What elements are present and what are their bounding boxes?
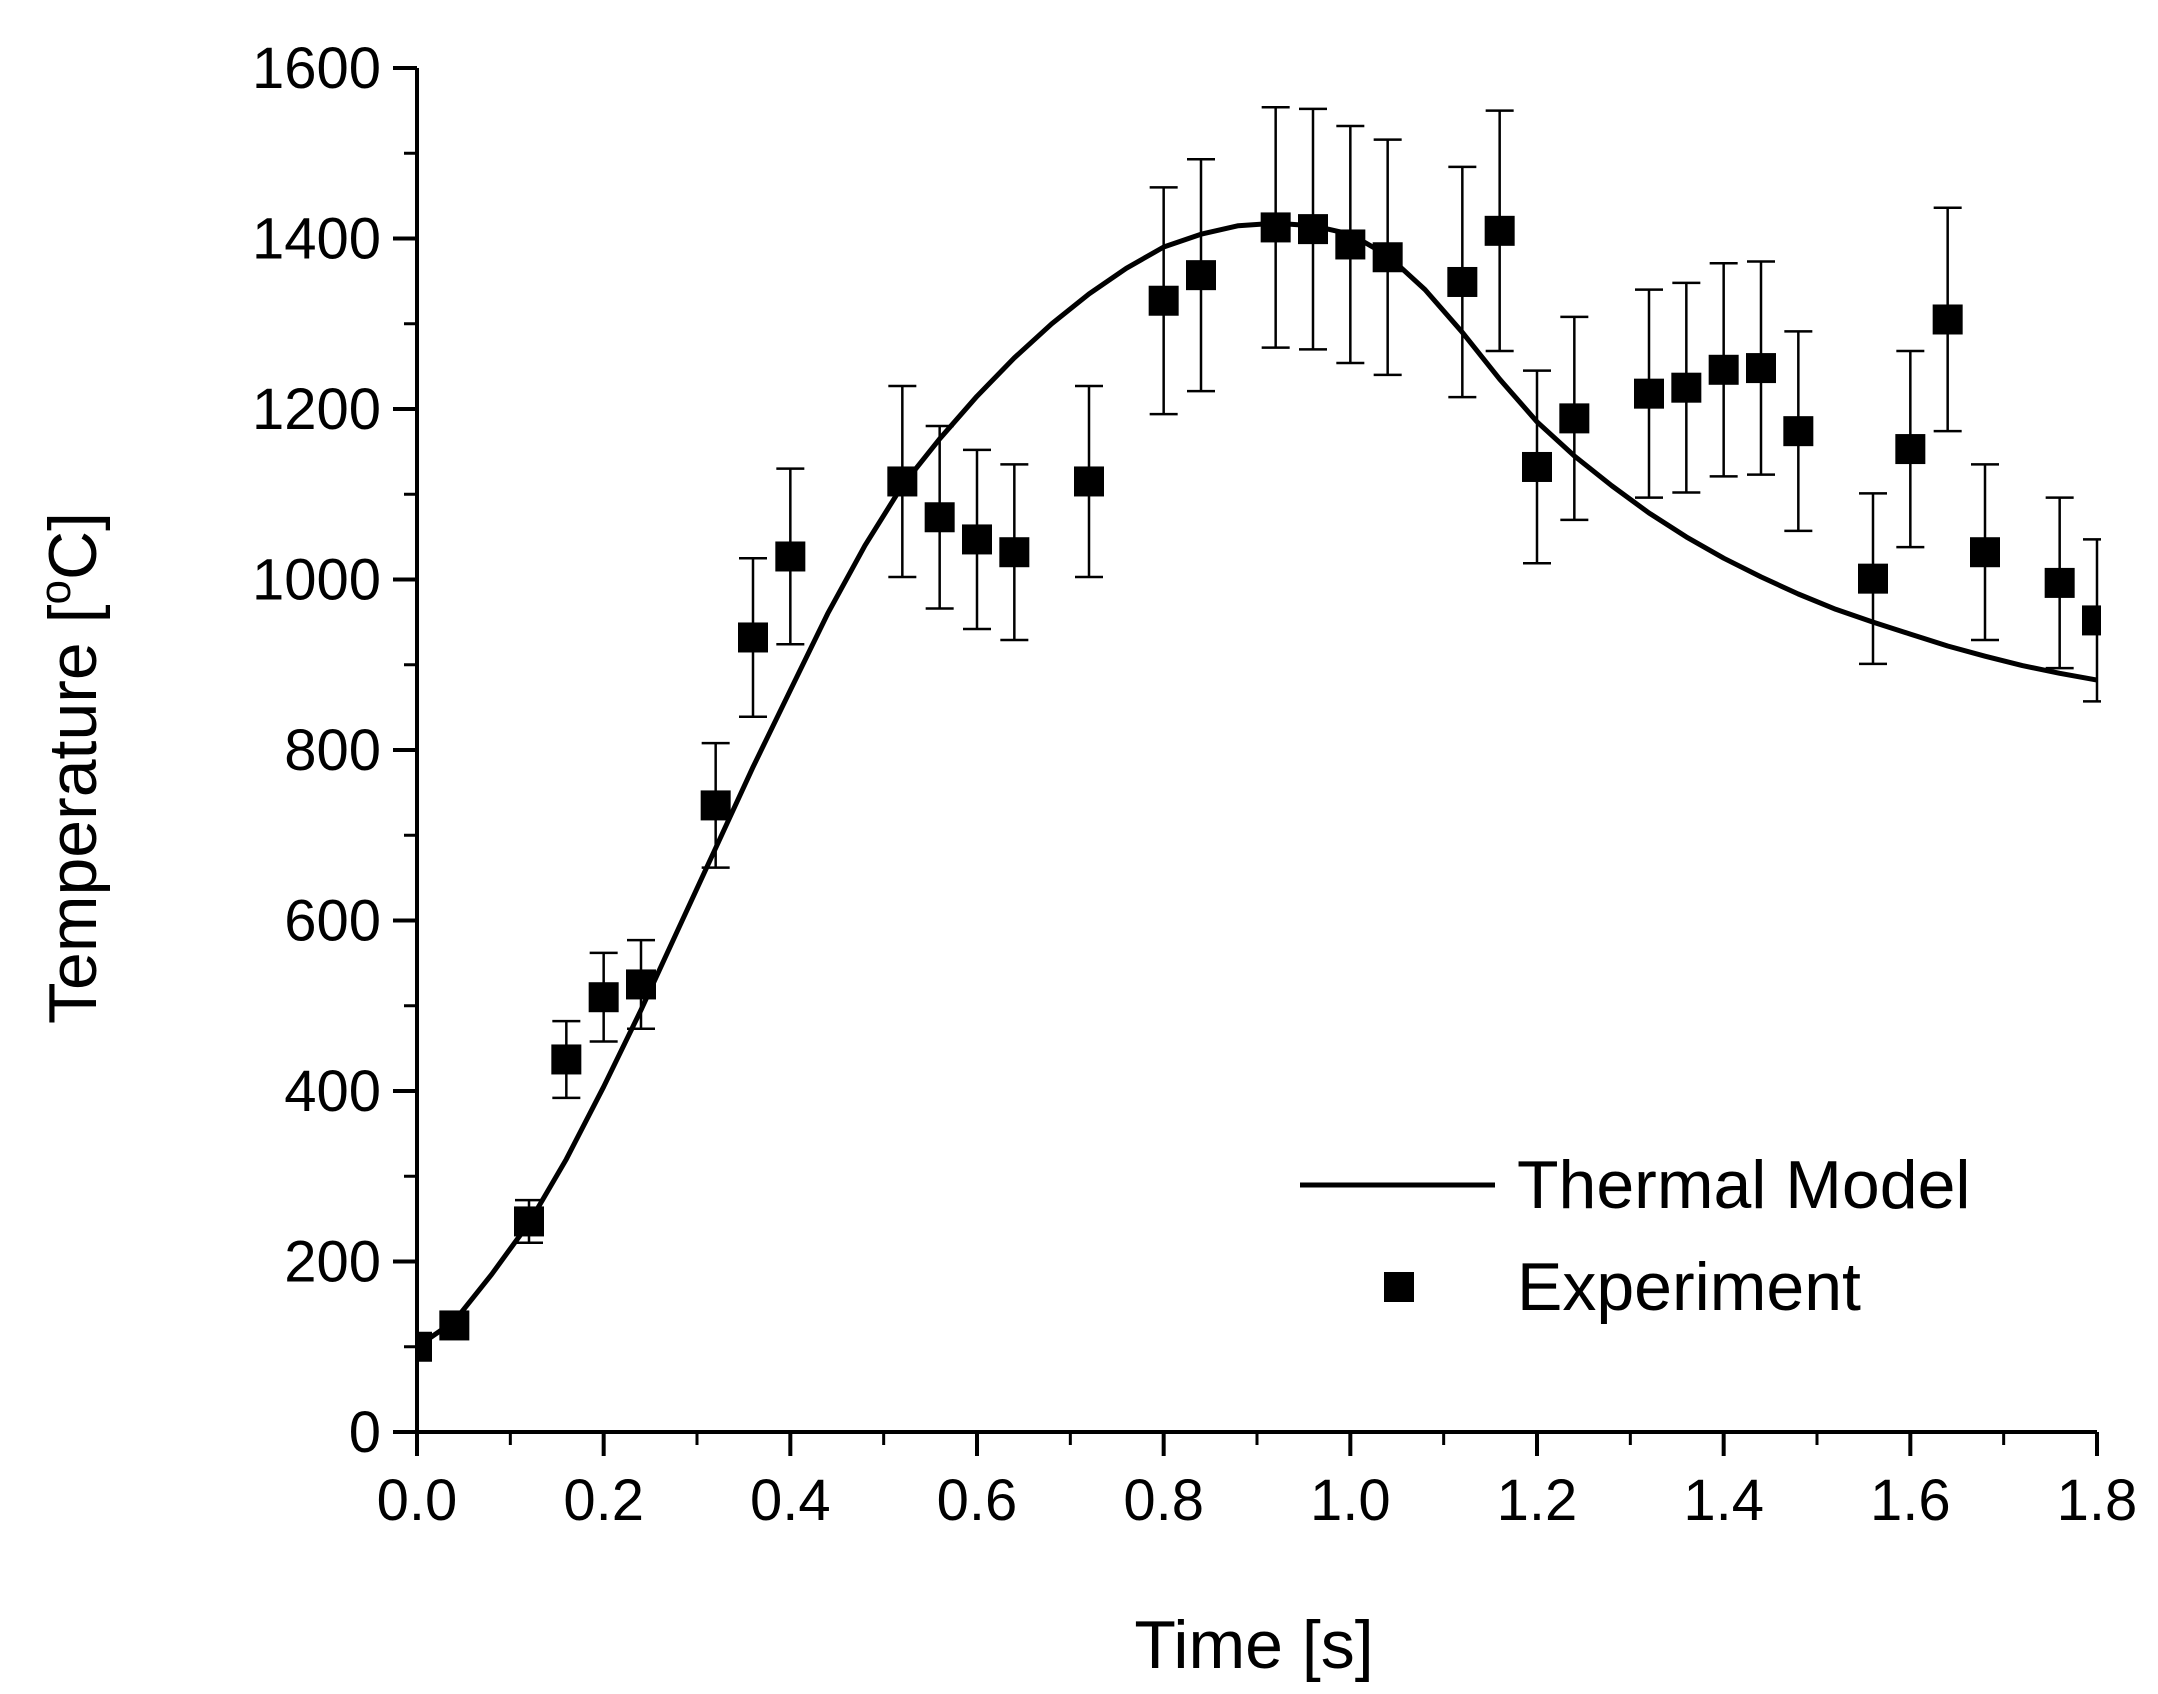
- experiment-point: [514, 1206, 544, 1237]
- experiment-series: [417, 105, 2101, 1362]
- x-tick-label: 0.6: [937, 1468, 1018, 1533]
- experiment-point: [1298, 214, 1328, 245]
- experiment-point: [1484, 215, 1515, 246]
- experiment-point: [775, 541, 806, 572]
- experiment-point: [1260, 212, 1291, 243]
- experiment-point: [551, 1044, 582, 1075]
- x-tick-label: 1.4: [1683, 1468, 1764, 1533]
- experiment-point: [1447, 266, 1478, 297]
- experiment-point: [738, 622, 768, 653]
- experiment-point: [1335, 229, 1366, 260]
- experiment-point: [626, 969, 656, 1000]
- y-tick-label: 1600: [252, 36, 381, 101]
- experiment-point: [999, 537, 1030, 568]
- experiment-point: [1708, 354, 1739, 385]
- legend-label-thermal-model: Thermal Model: [1517, 1147, 1971, 1223]
- experiment-point: [1148, 285, 1179, 316]
- legend: Thermal Model Experiment: [1300, 1147, 1971, 1325]
- experiment-point: [1895, 434, 1926, 465]
- experiment-point: [1522, 451, 1552, 482]
- thermal-model-line: [417, 220, 2098, 1349]
- x-tick-label: 1.2: [1497, 1468, 1578, 1533]
- experiment-point: [962, 524, 992, 555]
- x-tick-label: 1.0: [1310, 1468, 1391, 1533]
- y-ticks: 0 200 400 600 800 1000 1200 1400 1600: [252, 36, 417, 1465]
- y-tick-label: 600: [284, 889, 381, 954]
- y-axis-title-prefix: Temperature [: [35, 604, 111, 1024]
- y-tick-label: 0: [349, 1400, 381, 1465]
- y-axis-title-suffix: C]: [35, 512, 111, 580]
- y-tick-label: 800: [284, 718, 381, 783]
- x-tick-label: 0.2: [563, 1468, 644, 1533]
- x-tick-label: 0.0: [377, 1468, 458, 1533]
- experiment-point: [1746, 353, 1776, 384]
- x-tick-label: 0.8: [1123, 1468, 1204, 1533]
- y-tick-label: 200: [284, 1230, 381, 1295]
- experiment-point: [1634, 378, 1664, 409]
- y-tick-label: 400: [284, 1059, 381, 1124]
- experiment-point: [1858, 563, 1888, 594]
- y-axis-title-degree: o: [31, 580, 80, 604]
- y-tick-label: 1400: [252, 207, 381, 272]
- experiment-point: [1783, 416, 1814, 447]
- experiment-point: [924, 502, 955, 533]
- y-tick-label: 1000: [252, 548, 381, 613]
- thermal-model-series: [417, 220, 2098, 1349]
- legend-label-experiment: Experiment: [1517, 1249, 1861, 1325]
- experiment-point: [1372, 242, 1403, 273]
- experiment-point: [417, 1331, 432, 1362]
- axes: [415, 68, 2097, 1434]
- experiment-point: [1559, 403, 1590, 434]
- x-tick-label: 1.6: [1870, 1468, 1951, 1533]
- experiment-point: [1074, 466, 1104, 497]
- experiment-point: [588, 982, 619, 1013]
- x-tick-label: 0.4: [750, 1468, 831, 1533]
- x-ticks: 0.0 0.2 0.4 0.6 0.8 1.0 1.2 1.4 1.6 1.8: [377, 1432, 2138, 1533]
- experiment-point: [1970, 537, 2000, 568]
- x-axis-title: Time [s]: [1134, 1607, 1373, 1683]
- experiment-point: [2044, 567, 2075, 598]
- x-tick-label: 1.8: [2057, 1468, 2138, 1533]
- experiment-point: [2082, 605, 2101, 636]
- experiment-point: [700, 790, 731, 821]
- y-tick-label: 1200: [252, 377, 381, 442]
- experiment-point: [887, 466, 918, 497]
- experiment-point: [1671, 372, 1702, 403]
- experiment-point: [439, 1310, 470, 1341]
- y-axis-title: Temperature [oC]: [31, 512, 111, 1024]
- experiment-point: [1186, 260, 1216, 291]
- experiment-point: [1932, 304, 1963, 335]
- legend-square-swatch: [1384, 1272, 1414, 1302]
